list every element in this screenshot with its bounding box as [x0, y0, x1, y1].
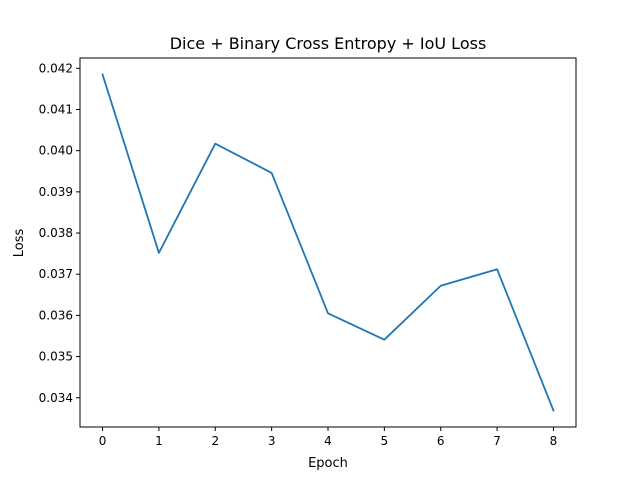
y-tick-label: 0.042	[39, 61, 73, 75]
y-tick-label: 0.040	[39, 144, 73, 158]
x-axis-ticks: 0 1 2 3 4 5 6 7 8	[99, 427, 558, 448]
series-line-0	[101, 73, 555, 412]
y-axis-label: Loss	[12, 229, 27, 258]
y-tick-label: 0.039	[39, 185, 73, 199]
y-tick-label: 0.038	[39, 226, 73, 240]
x-axis-label: Epoch	[308, 456, 348, 471]
x-tick-label: 2	[211, 434, 219, 448]
x-tick-label: 0	[99, 434, 107, 448]
y-tick-label: 0.035	[39, 350, 73, 364]
x-tick-label: 3	[268, 434, 276, 448]
plot-area-frame	[79, 57, 577, 428]
y-tick-label: 0.037	[39, 267, 73, 281]
series-layer	[101, 73, 555, 412]
x-tick-label: 1	[155, 434, 163, 448]
y-tick-label: 0.041	[39, 102, 73, 116]
y-tick-label: 0.034	[39, 391, 73, 405]
x-tick-label: 4	[324, 434, 332, 448]
x-tick-label: 8	[550, 434, 558, 448]
x-tick-label: 6	[437, 434, 445, 448]
x-tick-label: 7	[493, 434, 501, 448]
y-tick-label: 0.036	[39, 308, 73, 322]
chart-title: Dice + Binary Cross Entropy + IoU Loss	[170, 34, 487, 53]
y-axis-ticks: 0.034 0.035 0.036 0.037 0.038 0.039 0.040 0.041…	[39, 61, 80, 405]
x-tick-label: 5	[381, 434, 389, 448]
